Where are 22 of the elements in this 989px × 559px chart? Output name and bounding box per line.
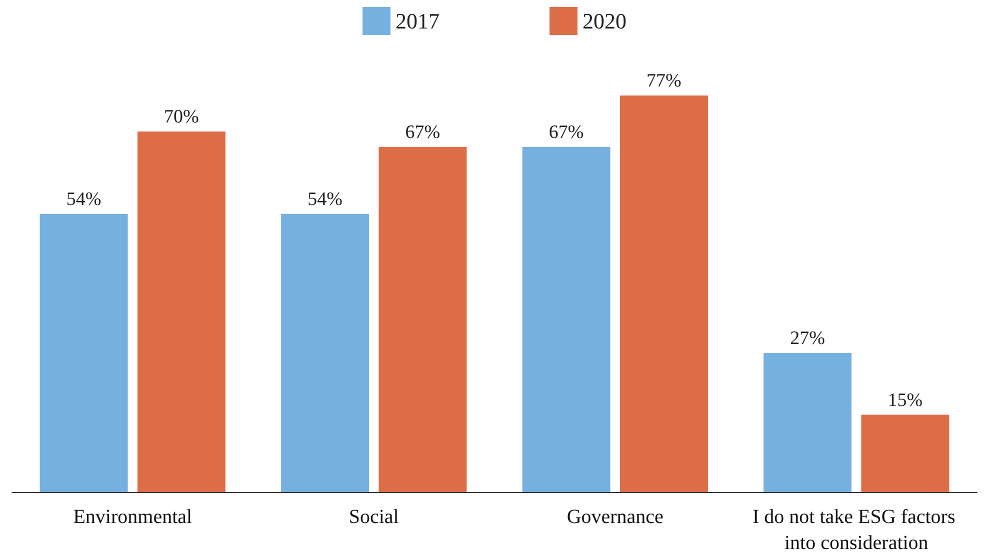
legend-label: 2020	[582, 8, 626, 34]
data-label: 67%	[405, 122, 440, 143]
data-label: 67%	[548, 122, 584, 143]
bar	[378, 146, 467, 492]
data-label: 77%	[646, 70, 682, 92]
bar	[40, 214, 128, 492]
data-label: 70%	[164, 106, 200, 128]
bar	[522, 146, 610, 492]
x-tick-label: Environmental	[73, 506, 192, 528]
legend-label: 2017	[396, 8, 440, 34]
data-label: 54%	[308, 188, 343, 210]
x-tick-label: Social	[348, 506, 400, 528]
bar	[281, 214, 370, 492]
x-tick-label: I do not take ESG factors into consideration	[752, 506, 960, 554]
bar	[764, 352, 852, 492]
x-tick-label: Governance	[566, 506, 664, 528]
bar	[620, 95, 708, 492]
data-label: 15%	[888, 390, 923, 411]
bar	[861, 414, 950, 492]
data-label: 54%	[66, 188, 102, 210]
data-label: 27%	[790, 328, 826, 349]
bar	[137, 132, 226, 492]
